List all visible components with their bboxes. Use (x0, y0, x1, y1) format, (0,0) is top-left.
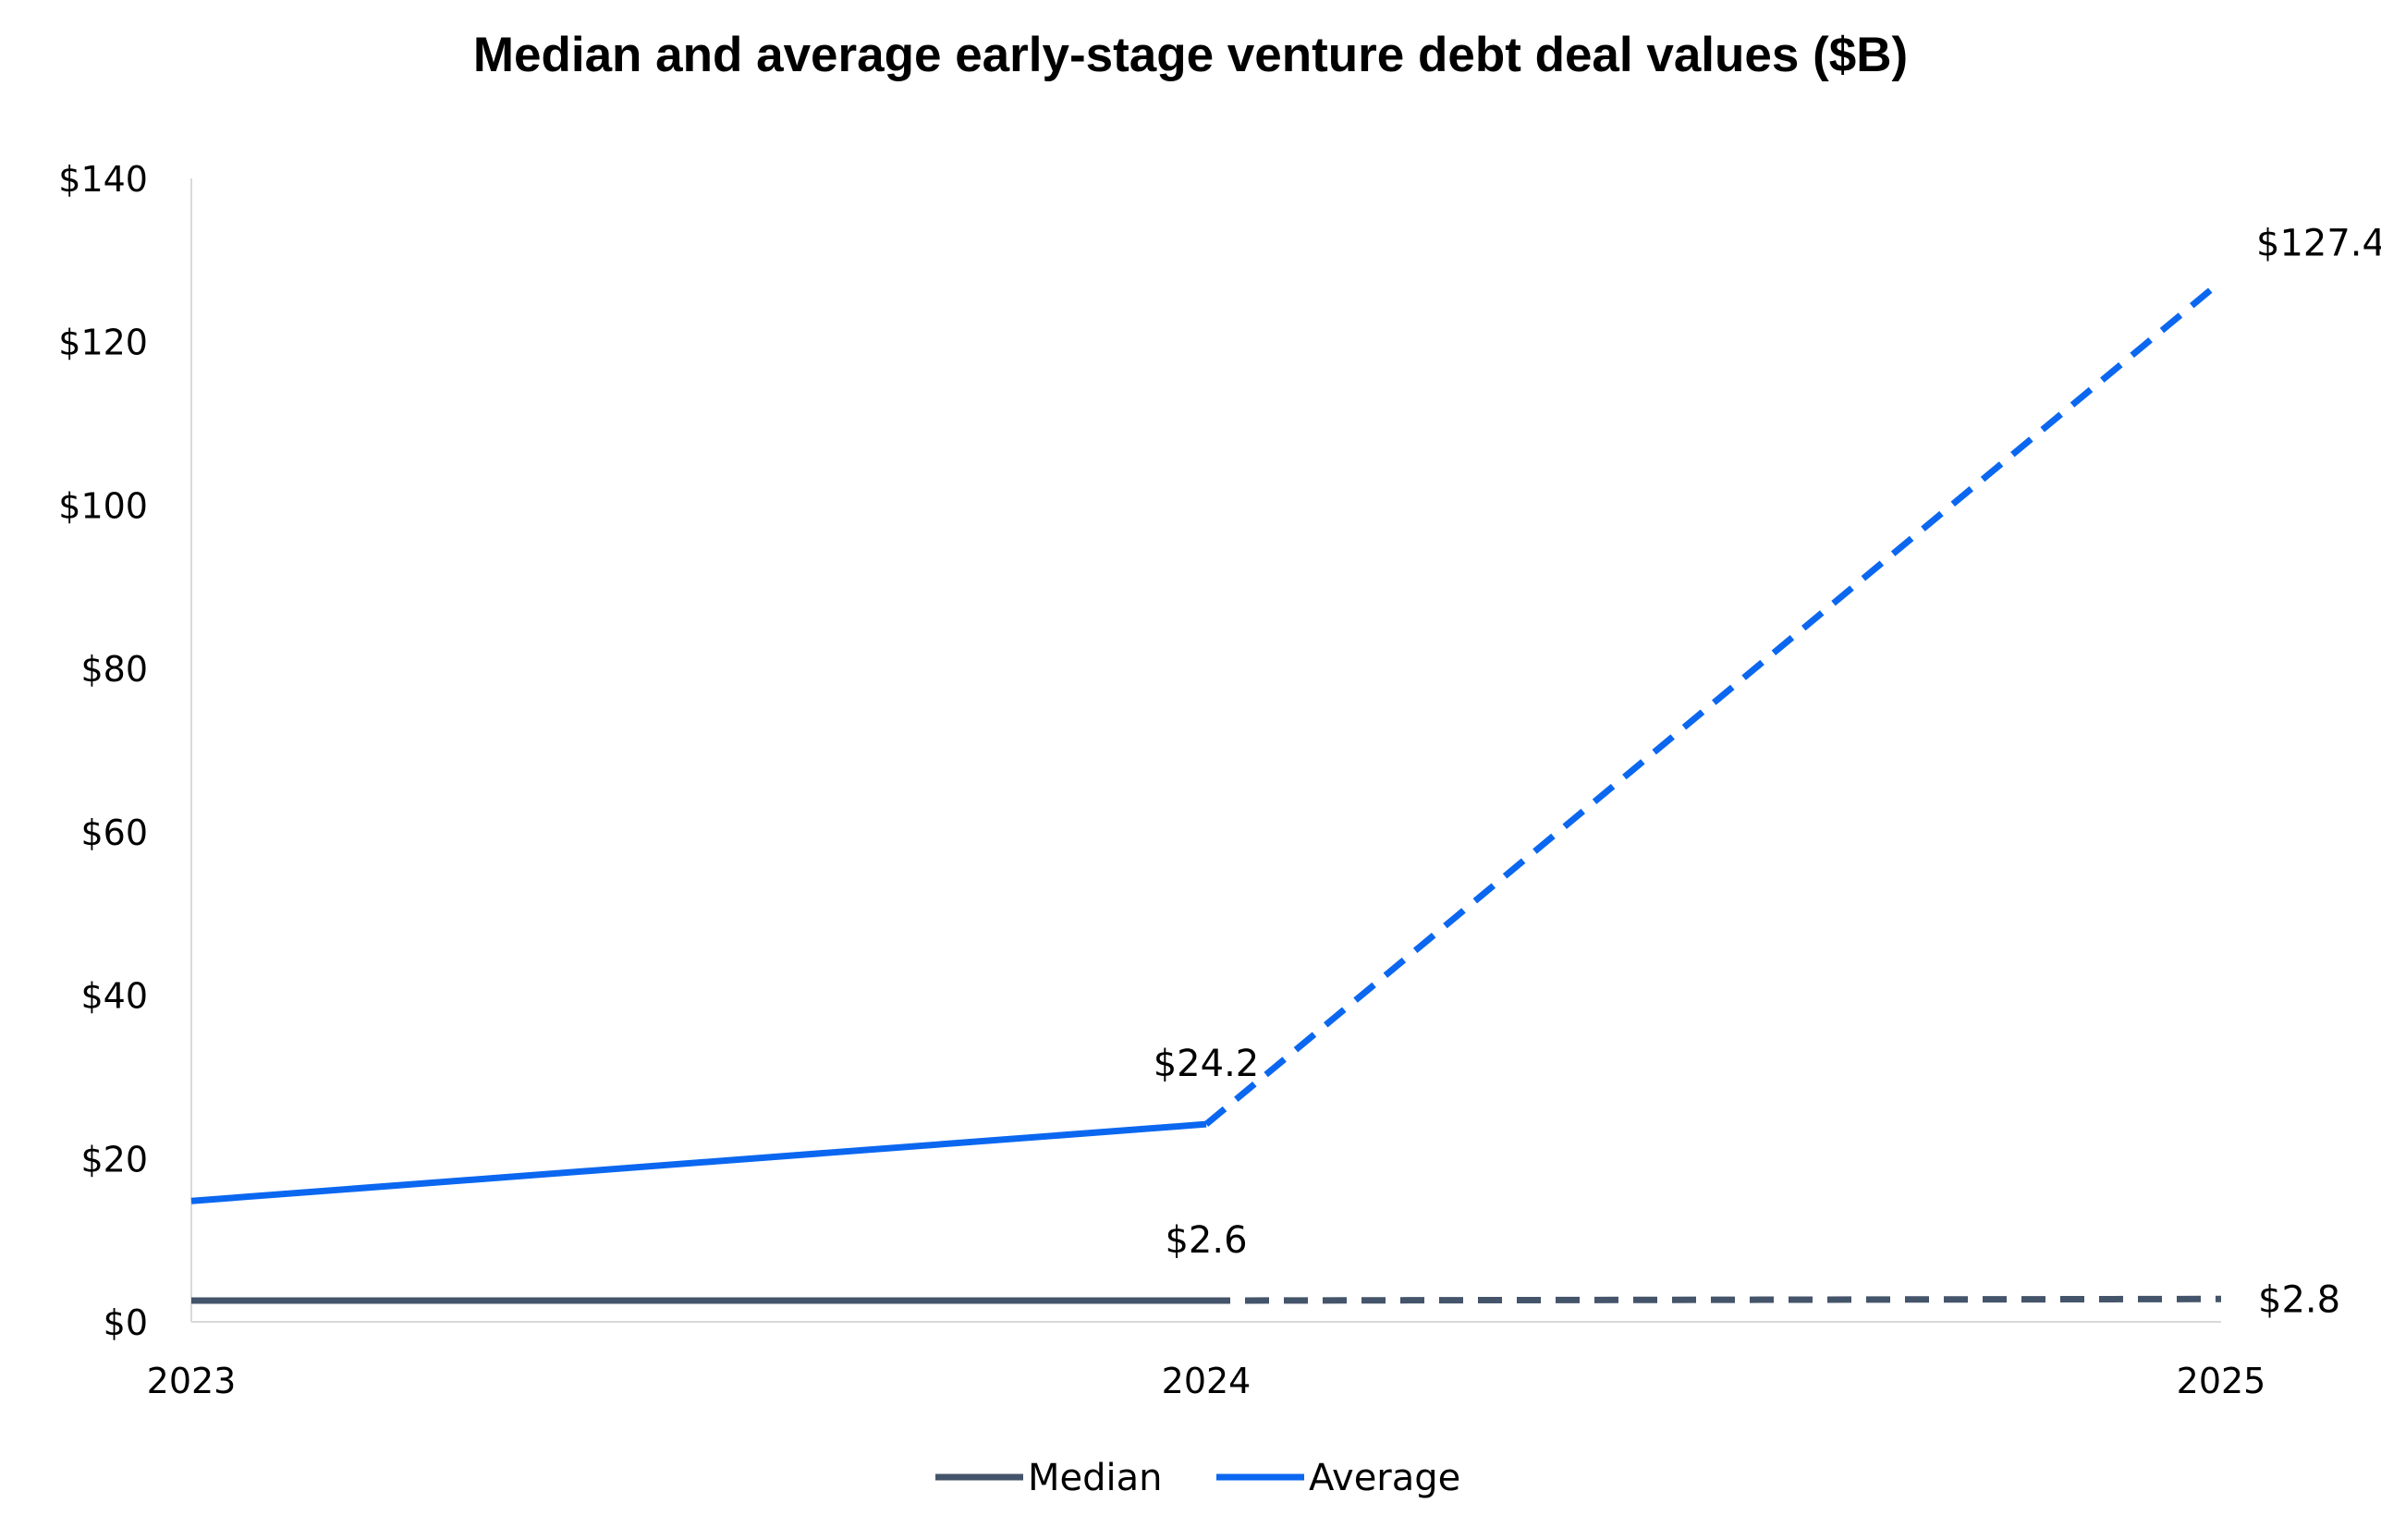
series-line-average-dashed (1203, 278, 2224, 1127)
y-tick-label: $40 (80, 976, 148, 1017)
x-tick-label: 2025 (2177, 1361, 2266, 1401)
y-tick-label: $20 (80, 1139, 148, 1179)
series-line-median-dashed (1205, 1295, 2222, 1304)
series-median (191, 1295, 2222, 1304)
chart-title: Median and average early-stage venture d… (473, 28, 1908, 82)
y-tick-label: $120 (58, 323, 148, 363)
x-axis-ticks: 2023 2024 2025 (147, 1361, 2266, 1401)
data-label-average: $127.4 (2256, 222, 2381, 264)
data-label-median: $2.6 (1165, 1219, 1247, 1262)
y-tick-label: $0 (104, 1302, 148, 1343)
x-tick-label: 2024 (1162, 1361, 1252, 1401)
legend-label-median: Median (1028, 1457, 1163, 1499)
series-average (190, 278, 2224, 1204)
y-tick-label: $80 (80, 649, 148, 690)
y-tick-label: $60 (80, 813, 148, 853)
legend-label-average: Average (1309, 1457, 1460, 1499)
y-tick-label: $100 (58, 485, 148, 526)
series-lines (190, 278, 2224, 1304)
legend: Median Average (935, 1457, 1460, 1499)
series-line-average-solid (190, 1120, 1207, 1204)
data-label-average: $24.2 (1154, 1043, 1260, 1085)
y-axis-ticks: $0 $20 $40 $60 $80 $100 $120 $140 (58, 159, 148, 1343)
x-tick-label: 2023 (147, 1361, 237, 1401)
data-label-median: $2.8 (2258, 1278, 2340, 1321)
data-labels: $2.6 $2.8 $24.2 $127.4 (1154, 222, 2381, 1321)
y-tick-label: $140 (58, 159, 148, 200)
